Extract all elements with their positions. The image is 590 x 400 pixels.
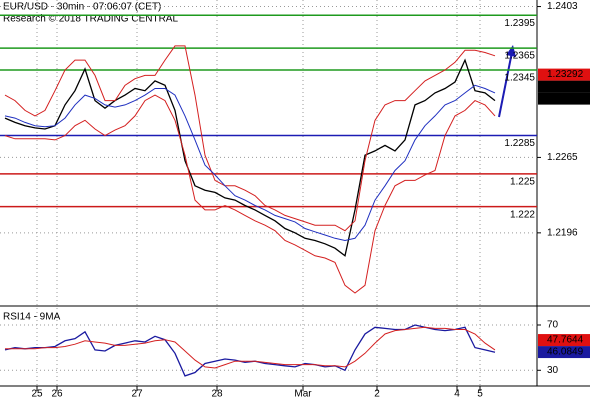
y-tick-label: 70 [547,320,559,331]
price-label-box [538,92,590,105]
x-tick-label: 27 [131,389,143,400]
price-label-box [538,80,590,93]
series-line [4,324,496,377]
x-tick-label: 5 [477,389,483,400]
price-label: 1.23292 [547,69,584,80]
chart-subtitle: Research © 2018 TRADING CENTRAL [3,14,178,25]
level-label: 1.2345 [504,73,535,84]
x-tick-label: Mar [294,389,312,400]
price-label: 1.23233 [547,81,584,92]
x-tick-label: 28 [211,389,223,400]
x-tick-label: 2 [374,389,380,400]
y-tick-label: 30 [547,365,559,376]
level-label: 1.2365 [504,51,535,62]
chart-title: EUR/USD - 30min - 07:06:07 (CET) [3,2,161,13]
y-tick-label: 1.2403 [547,1,578,12]
level-label: 1.222 [510,209,535,220]
price-label: 47.7644 [547,335,584,346]
series-line [4,45,496,232]
price-label: 1.23188 [547,93,584,104]
forecast-arrow [498,51,513,118]
price-label-box [538,68,590,81]
price-label-box [538,334,590,347]
level-label: 1.2285 [504,138,535,149]
level-label: 1.225 [510,176,535,187]
series-line [4,94,496,294]
y-tick-label: 1.2196 [547,227,578,238]
series-line [4,84,496,242]
x-tick-label: 26 [51,389,63,400]
price-label-box [538,346,590,359]
price-label: 46.0849 [547,347,584,358]
series-line [5,326,496,369]
x-tick-label: 25 [31,389,43,400]
level-label: 1.2395 [504,18,535,29]
series-line [4,58,496,257]
y-tick-label: 1.2265 [547,152,578,163]
rsi-title: RSI14 - 9MA [3,312,61,323]
x-tick-label: 4 [454,389,460,400]
